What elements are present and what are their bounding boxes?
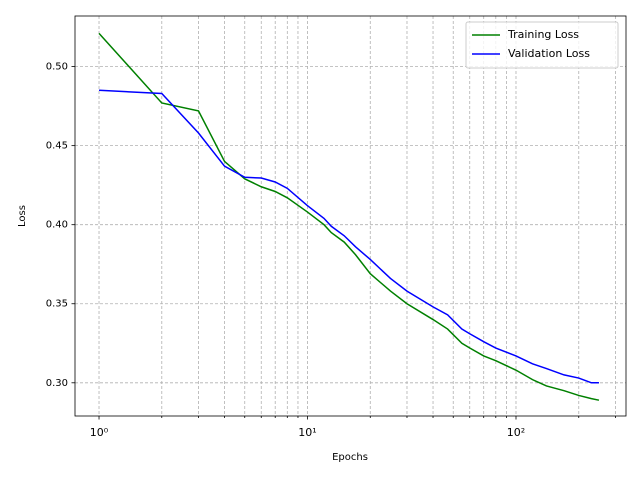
- line: [98, 32, 600, 401]
- y-tick-label: 0.40: [46, 220, 68, 231]
- x-tick-label: 10²: [507, 426, 525, 439]
- y-tick-label: 0.45: [46, 141, 68, 152]
- plot-frame: [74, 15, 627, 417]
- x-tick-label: 10⁰: [90, 426, 109, 439]
- legend-label: Validation Loss: [508, 47, 590, 60]
- y-tick-label: 0.30: [46, 378, 68, 389]
- x-tick-label: 10¹: [298, 426, 316, 439]
- legend-label: Training Loss: [507, 28, 579, 41]
- y-axis-label: Loss: [17, 205, 28, 227]
- line: [98, 89, 599, 384]
- y-tick-label: 0.35: [46, 299, 68, 310]
- legend-box: [465, 21, 619, 69]
- x-axis-label: Epochs: [332, 452, 368, 463]
- y-tick-label: 0.50: [46, 62, 68, 73]
